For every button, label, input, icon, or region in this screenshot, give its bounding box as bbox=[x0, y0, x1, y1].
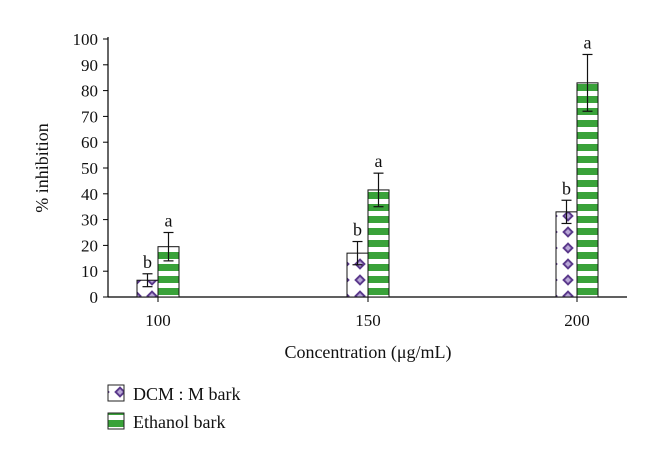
y-tick-label: 20 bbox=[81, 236, 98, 255]
y-tick-label: 40 bbox=[81, 185, 98, 204]
y-tick-label: 80 bbox=[81, 82, 98, 101]
y-tick-label: 50 bbox=[81, 159, 98, 178]
y-tick-label: 0 bbox=[90, 288, 99, 307]
significance-label: a bbox=[375, 151, 383, 171]
y-tick-label: 60 bbox=[81, 133, 98, 152]
y-tick-label: 30 bbox=[81, 211, 98, 230]
x-tick-label: 150 bbox=[355, 311, 381, 330]
bars bbox=[136, 82, 599, 298]
bar bbox=[555, 211, 578, 298]
significance-label: a bbox=[584, 32, 592, 52]
x-tick-label: 100 bbox=[145, 311, 171, 330]
bar bbox=[576, 82, 599, 298]
x-tick-label: 200 bbox=[564, 311, 590, 330]
y-tick-label: 90 bbox=[81, 56, 98, 75]
legend-swatch-ethanol bbox=[107, 412, 125, 430]
significance-label: b bbox=[562, 178, 571, 198]
legend-label-dcm: DCM : M bark bbox=[133, 384, 241, 404]
legend: DCM : M bark Ethanol bark bbox=[107, 384, 241, 432]
significance-label: b bbox=[353, 220, 362, 240]
legend-swatch-dcm bbox=[107, 384, 125, 402]
y-tick-label: 10 bbox=[81, 262, 98, 281]
significance-label: a bbox=[165, 211, 173, 231]
y-tick-label: 70 bbox=[81, 107, 98, 126]
y-axis-label: % inhibition bbox=[32, 123, 52, 213]
significance-labels: b b b a a a bbox=[143, 32, 592, 271]
legend-label-ethanol: Ethanol bark bbox=[133, 412, 225, 432]
significance-label: b bbox=[143, 252, 152, 272]
x-axis-label: Concentration (μg/mL) bbox=[284, 342, 451, 363]
y-tick-label: 100 bbox=[73, 30, 99, 49]
error-bars bbox=[142, 53, 593, 288]
axes: 0 10 20 30 40 50 60 70 80 90 100 100 150 200 bbox=[73, 30, 627, 330]
